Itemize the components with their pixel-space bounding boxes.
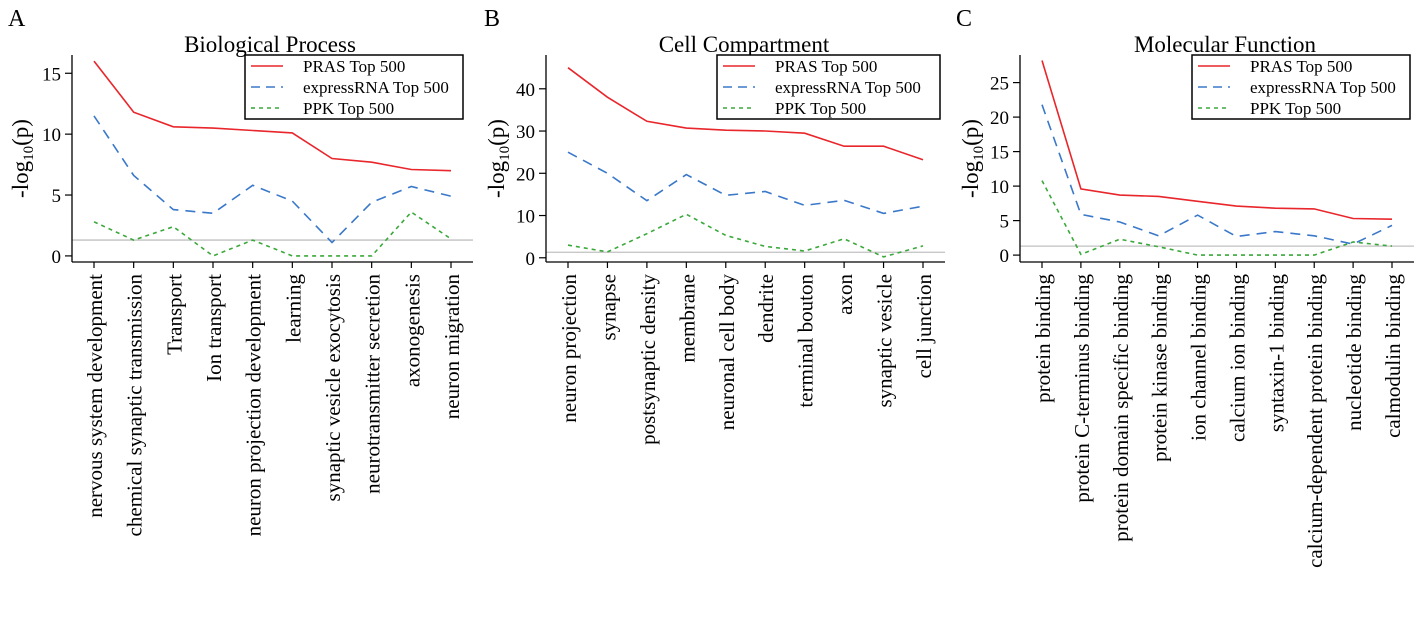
y-axis-label-base: -log bbox=[8, 160, 33, 198]
series-line-ppk bbox=[1041, 180, 1393, 256]
x-tick-label: protein binding bbox=[1031, 274, 1055, 403]
y-tick-label: 25 bbox=[990, 74, 1009, 95]
y-axis-label-subscript: 10 bbox=[497, 146, 513, 161]
y-tick-label: 0 bbox=[1000, 246, 1010, 267]
panel-letter: B bbox=[484, 6, 500, 32]
x-tick-label: chemical synaptic transmission bbox=[123, 274, 147, 537]
y-tick-label: 10 bbox=[990, 177, 1009, 198]
y-axis-label-base: -log bbox=[958, 160, 983, 198]
y-axis-label: -log10(p) bbox=[8, 119, 37, 198]
legend-label: expressRNA Top 500 bbox=[303, 78, 449, 97]
series-line-pras bbox=[93, 60, 452, 172]
y-axis-label-base: -log bbox=[484, 160, 509, 198]
series-line-expressrna bbox=[93, 115, 452, 244]
y-tick-label: 30 bbox=[516, 122, 535, 143]
x-tick-label: membrane bbox=[675, 274, 699, 363]
x-tick-label: neurotransmitter secretion bbox=[361, 274, 385, 494]
x-tick-label: nucleotide binding bbox=[1342, 274, 1366, 431]
x-tick-label: syntaxin-1 binding bbox=[1264, 274, 1288, 433]
y-axis-label-subscript: 10 bbox=[21, 146, 37, 161]
y-tick-label: 10 bbox=[516, 207, 535, 228]
x-tick-label: protein kinase binding bbox=[1148, 274, 1172, 462]
x-tick-label: neuron projection development bbox=[242, 274, 266, 537]
legend: PRAS Top 500 expressRNA Top 500 PPK Top 50… bbox=[244, 54, 464, 120]
series-line-expressrna bbox=[567, 151, 924, 215]
x-tick-label: synapse bbox=[596, 274, 620, 341]
panel-letter: C bbox=[956, 6, 972, 32]
series-line-ppk bbox=[567, 213, 924, 258]
y-tick-label: 5 bbox=[52, 186, 62, 207]
x-tick-label: terminal bouton bbox=[794, 274, 818, 408]
legend-label: expressRNA Top 500 bbox=[1250, 78, 1396, 97]
panel-letter: A bbox=[8, 6, 26, 32]
x-tick-label: calcium-dependent protein binding bbox=[1303, 274, 1327, 568]
series-line-expressrna bbox=[1041, 104, 1393, 245]
x-tick-label: protein C-terminus binding bbox=[1070, 274, 1094, 503]
x-tick-label: Transport bbox=[162, 274, 186, 355]
legend-label: PRAS Top 500 bbox=[775, 57, 877, 76]
x-tick-label: protein domain specific binding bbox=[1109, 274, 1133, 542]
chart-title: Cell Compartment bbox=[659, 32, 830, 57]
y-axis-label-tail: (p) bbox=[484, 119, 509, 146]
legend-label: PRAS Top 500 bbox=[1250, 57, 1352, 76]
legend: PRAS Top 500 expressRNA Top 500 PPK Top 50… bbox=[1191, 54, 1411, 120]
y-tick-label: 40 bbox=[516, 80, 535, 101]
series-line-ppk bbox=[93, 211, 452, 257]
y-tick-label: 15 bbox=[990, 143, 1009, 164]
y-axis-label-tail: (p) bbox=[958, 119, 983, 146]
x-tick-label: axon bbox=[833, 274, 857, 315]
x-tick-label: ion channel binding bbox=[1187, 274, 1211, 441]
y-tick-label: 15 bbox=[42, 64, 61, 85]
y-tick-label: 10 bbox=[42, 125, 61, 146]
chart-title: Molecular Function bbox=[1134, 32, 1317, 57]
x-tick-label: postsynaptic density bbox=[636, 274, 660, 445]
y-axis-label: -log10(p) bbox=[484, 119, 513, 198]
x-tick-label: cell junction bbox=[912, 274, 936, 379]
y-axis-label: -log10(p) bbox=[958, 119, 987, 198]
y-tick-label: 0 bbox=[52, 247, 62, 268]
x-tick-label: Ion transport bbox=[202, 274, 226, 382]
legend-label: PPK Top 500 bbox=[303, 99, 394, 118]
x-tick-label: synaptic vesicle bbox=[873, 274, 897, 408]
x-tick-label: synaptic vesicle exocytosis bbox=[321, 274, 345, 501]
y-tick-label: 20 bbox=[516, 164, 535, 185]
chart-title: Biological Process bbox=[184, 32, 356, 57]
legend-label: expressRNA Top 500 bbox=[775, 78, 921, 97]
y-tick-label: 0 bbox=[526, 249, 536, 270]
x-tick-label: calmodulin binding bbox=[1381, 274, 1405, 438]
legend-label: PPK Top 500 bbox=[1250, 99, 1341, 118]
x-tick-label: dendrite bbox=[754, 274, 778, 343]
x-tick-label: nervous system development bbox=[83, 274, 107, 518]
y-axis-label-subscript: 10 bbox=[971, 146, 987, 161]
legend-label: PPK Top 500 bbox=[775, 99, 866, 118]
x-tick-label: neuron migration bbox=[440, 274, 464, 420]
y-tick-label: 20 bbox=[990, 108, 1009, 129]
x-tick-label: neuronal cell body bbox=[715, 274, 739, 431]
x-tick-label: learning bbox=[281, 274, 305, 343]
y-tick-label: 5 bbox=[1000, 212, 1010, 233]
x-tick-label: neuron projection bbox=[557, 274, 581, 423]
x-tick-label: axonogenesis bbox=[400, 274, 424, 387]
series-line-pras bbox=[567, 67, 924, 161]
series-line-pras bbox=[1041, 60, 1393, 220]
legend-label: PRAS Top 500 bbox=[303, 57, 405, 76]
y-axis-label-tail: (p) bbox=[8, 119, 33, 146]
legend: PRAS Top 500 expressRNA Top 500 PPK Top 50… bbox=[716, 54, 941, 120]
x-tick-label: calcium ion binding bbox=[1225, 274, 1249, 442]
